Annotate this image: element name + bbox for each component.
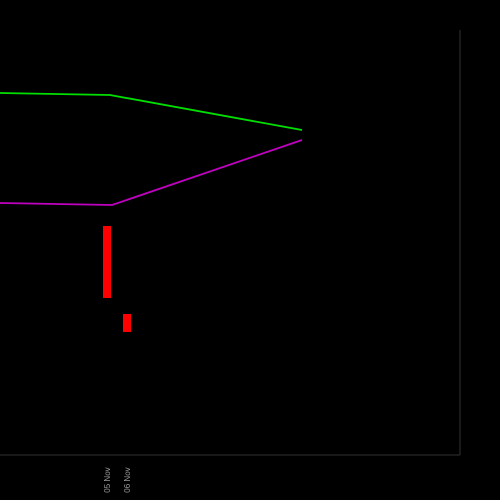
chart-container: NIFTY 23900 PE Option Chart MunafaSutra.… bbox=[0, 0, 500, 500]
x-tick-label: 06 Nov bbox=[123, 467, 132, 492]
chart-svg: 05 Nov 06 Nov bbox=[0, 0, 500, 500]
x-tick-label: 05 Nov bbox=[103, 467, 112, 492]
candle-body bbox=[103, 226, 111, 298]
chart-bg bbox=[0, 0, 500, 500]
candle-body bbox=[123, 314, 131, 332]
